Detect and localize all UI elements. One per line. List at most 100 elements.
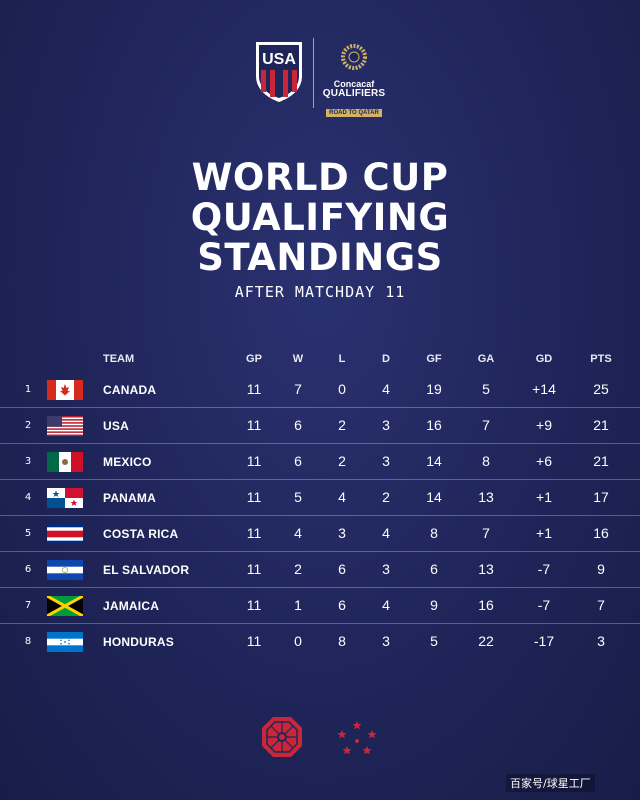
- row-ga: 8: [482, 453, 490, 469]
- watermark: 百家号/球星工厂: [506, 774, 595, 792]
- row-gd: -7: [537, 561, 551, 577]
- road-to-qatar-tag: ROAD TO QATAR: [326, 109, 382, 117]
- headline-line-2: QUALIFYING: [190, 196, 450, 239]
- row-l: 6: [338, 561, 346, 577]
- table-row: 6 EL SALVADOR 11 2 6 3 6 13 -7 9: [0, 552, 640, 588]
- honduras-flag-icon: [47, 632, 83, 652]
- row-l: 8: [338, 633, 346, 649]
- header-gd: GD: [535, 353, 553, 365]
- row-gf: 5: [430, 633, 438, 649]
- table-row: 4 PANAMA 11 5 4 2 14 13 +1 17: [0, 480, 640, 516]
- octagon-crest-icon: [262, 717, 302, 757]
- row-pts: 7: [597, 597, 605, 613]
- row-w: 6: [294, 417, 302, 433]
- mexico-flag-icon: [47, 452, 83, 472]
- row-rank: 1: [24, 384, 32, 395]
- row-d: 3: [382, 633, 390, 649]
- row-gf: 9: [430, 597, 438, 613]
- row-pts: 21: [593, 453, 609, 469]
- qualifiers-title: QUALIFIERS: [322, 88, 386, 99]
- row-pts: 17: [593, 489, 609, 505]
- row-d: 4: [382, 525, 390, 541]
- row-w: 2: [294, 561, 302, 577]
- row-gf: 8: [430, 525, 438, 541]
- row-gp: 11: [246, 381, 262, 397]
- row-gf: 16: [426, 417, 442, 433]
- row-w: 1: [294, 597, 302, 613]
- row-w: 6: [294, 453, 302, 469]
- row-gf: 14: [426, 453, 442, 469]
- headline-line-1: WORLD CUP: [191, 156, 449, 199]
- row-d: 2: [382, 489, 390, 505]
- row-d: 3: [382, 453, 390, 469]
- row-gd: +6: [536, 453, 552, 469]
- row-gf: 14: [426, 489, 442, 505]
- row-team: PANAMA: [103, 491, 156, 505]
- row-team: MEXICO: [103, 455, 152, 469]
- table-row: 5 COSTA RICA 11 4 3 4 8 7 +1 16: [0, 516, 640, 552]
- row-team: HONDURAS: [103, 635, 174, 649]
- row-pts: 21: [593, 417, 609, 433]
- stars-ring-icon: [337, 721, 377, 755]
- header-l: L: [338, 353, 346, 365]
- row-team: USA: [103, 419, 129, 433]
- row-pts: 3: [597, 633, 605, 649]
- header-gp: GP: [246, 353, 262, 365]
- header-ga: GA: [477, 353, 495, 365]
- row-gd: +9: [536, 417, 552, 433]
- header-w: W: [292, 353, 304, 365]
- header-pts: PTS: [590, 353, 612, 365]
- row-gp: 11: [246, 489, 262, 505]
- table-row: 3 MEXICO 11 6 2 3 14 8 +6 21: [0, 444, 640, 480]
- row-l: 2: [338, 417, 346, 433]
- row-w: 0: [294, 633, 302, 649]
- row-rank: 6: [24, 564, 32, 575]
- row-rank: 7: [24, 600, 32, 611]
- row-gp: 11: [246, 597, 262, 613]
- row-gd: -7: [537, 597, 551, 613]
- row-gf: 19: [426, 381, 442, 397]
- subtitle: AFTER MATCHDAY 11: [234, 283, 406, 301]
- row-ga: 5: [482, 381, 490, 397]
- row-gf: 6: [430, 561, 438, 577]
- row-gd: +1: [536, 489, 552, 505]
- table-row: 8 HONDURAS 11 0 8 3 5 22 -17 3: [0, 624, 640, 659]
- jamaica-flag-icon: [47, 596, 83, 616]
- row-rank: 4: [24, 492, 32, 503]
- concacaf-qualifiers-logo: Concacaf QUALIFIERS ROAD TO QATAR: [320, 42, 388, 117]
- row-ga: 22: [478, 633, 494, 649]
- row-ga: 16: [478, 597, 494, 613]
- row-rank: 8: [24, 636, 32, 647]
- row-l: 3: [338, 525, 346, 541]
- row-ga: 13: [478, 489, 494, 505]
- header-gf: GF: [426, 353, 442, 365]
- row-d: 4: [382, 597, 390, 613]
- table-row: 7 JAMAICA 11 1 6 4 9 16 -7 7: [0, 588, 640, 624]
- row-team: CANADA: [103, 383, 157, 397]
- row-d: 3: [382, 417, 390, 433]
- row-team: JAMAICA: [103, 599, 160, 613]
- costa-rica-flag-icon: [47, 524, 83, 544]
- headline-line-3: STANDINGS: [197, 236, 443, 279]
- el-salvador-flag-icon: [47, 560, 83, 580]
- row-team: COSTA RICA: [103, 527, 179, 541]
- logo-divider: [313, 38, 314, 108]
- row-l: 2: [338, 453, 346, 469]
- concacaf-ring-icon: [341, 44, 367, 70]
- row-gp: 11: [246, 561, 262, 577]
- row-pts: 9: [597, 561, 605, 577]
- row-ga: 13: [478, 561, 494, 577]
- row-l: 6: [338, 597, 346, 613]
- table-header: TEAM GP W L D GF GA GD PTS: [0, 350, 640, 372]
- row-pts: 25: [593, 381, 609, 397]
- row-gp: 11: [246, 633, 262, 649]
- row-gd: +1: [536, 525, 552, 541]
- row-w: 7: [294, 381, 302, 397]
- row-ga: 7: [482, 417, 490, 433]
- standings-table: TEAM GP W L D GF GA GD PTS 1 CANADA 11 7…: [0, 350, 640, 659]
- row-d: 3: [382, 561, 390, 577]
- header-d: D: [382, 353, 390, 365]
- row-gp: 11: [246, 417, 262, 433]
- row-pts: 16: [593, 525, 609, 541]
- row-w: 4: [294, 525, 302, 541]
